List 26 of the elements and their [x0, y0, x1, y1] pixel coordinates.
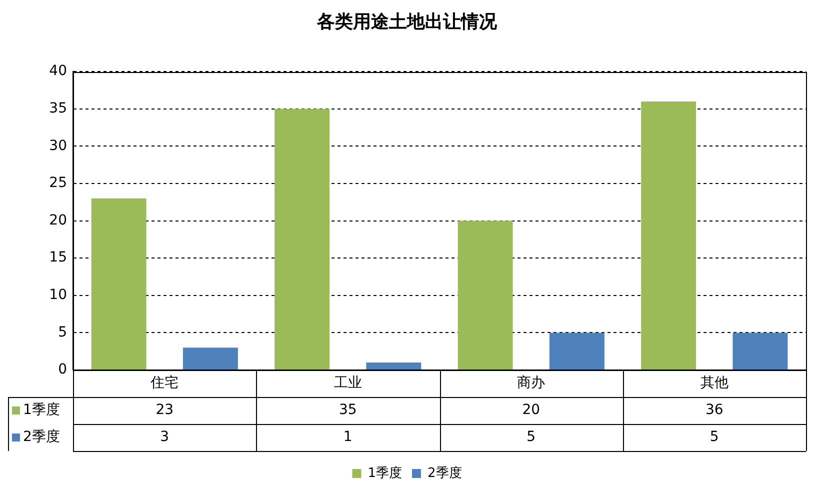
data-label: 1	[343, 429, 352, 446]
data-label: 23	[156, 402, 174, 418]
legend-label: 2季度	[428, 464, 462, 481]
data-label: 5	[526, 429, 536, 446]
legend-label: 1季度	[23, 402, 60, 418]
chart-title: 各类用途土地出让情况	[316, 11, 498, 32]
data-label: 5	[710, 429, 719, 446]
y-tick-label: 25	[49, 175, 67, 192]
y-tick-label: 30	[49, 138, 67, 154]
x-tick-label: 工业	[334, 375, 362, 392]
y-tick-label: 5	[58, 324, 67, 340]
data-label: 35	[338, 402, 357, 418]
x-tick-label: 商办	[517, 375, 546, 392]
data-label: 20	[522, 402, 540, 418]
x-tick-label: 住宅	[150, 375, 179, 392]
y-tick-label: 10	[49, 287, 67, 304]
y-tick-label: 40	[49, 63, 67, 80]
data-label: 3	[160, 429, 170, 446]
text: 1季度	[368, 466, 402, 481]
y-tick-label: 15	[49, 250, 67, 266]
y-tick-label: 0	[58, 362, 67, 378]
x-tick-label: 其他	[700, 375, 728, 392]
y-tick-label: 35	[49, 100, 67, 117]
y-tick-label: 20	[49, 212, 67, 228]
text: 2季度	[23, 429, 60, 446]
data-label: 36	[705, 402, 724, 418]
